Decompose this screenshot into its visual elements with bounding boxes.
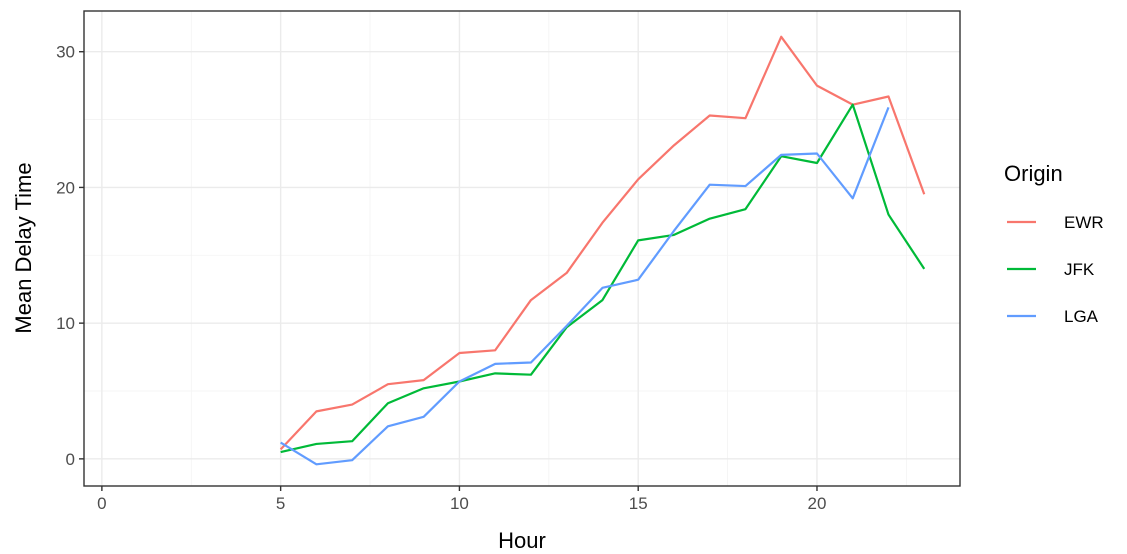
y-tick-label: 30 <box>56 43 75 62</box>
grid <box>84 11 960 486</box>
axes: 0 5 10 15 20 0 10 20 30 <box>56 43 826 513</box>
legend-label-lga: LGA <box>1064 307 1099 326</box>
legend: Origin EWR JFK LGA <box>1004 161 1104 326</box>
x-tick-label: 20 <box>808 494 827 513</box>
y-tick-label: 20 <box>56 178 75 197</box>
x-tick-label: 5 <box>276 494 285 513</box>
x-tick-label: 10 <box>450 494 469 513</box>
series-line-jfk <box>280 103 926 454</box>
x-tick-label: 15 <box>629 494 648 513</box>
series-line-lga <box>280 106 890 466</box>
legend-label-ewr: EWR <box>1064 213 1104 232</box>
series-line-ewr <box>279 35 926 451</box>
y-axis-title: Mean Delay Time <box>11 162 36 333</box>
legend-label-jfk: JFK <box>1064 260 1095 279</box>
legend-title: Origin <box>1004 161 1063 186</box>
x-tick-label: 0 <box>97 494 106 513</box>
y-tick-label: 10 <box>56 314 75 333</box>
x-axis-title: Hour <box>498 528 546 553</box>
y-tick-label: 0 <box>66 450 75 469</box>
series-lines <box>279 35 926 466</box>
plot-panel-border <box>83 10 961 487</box>
